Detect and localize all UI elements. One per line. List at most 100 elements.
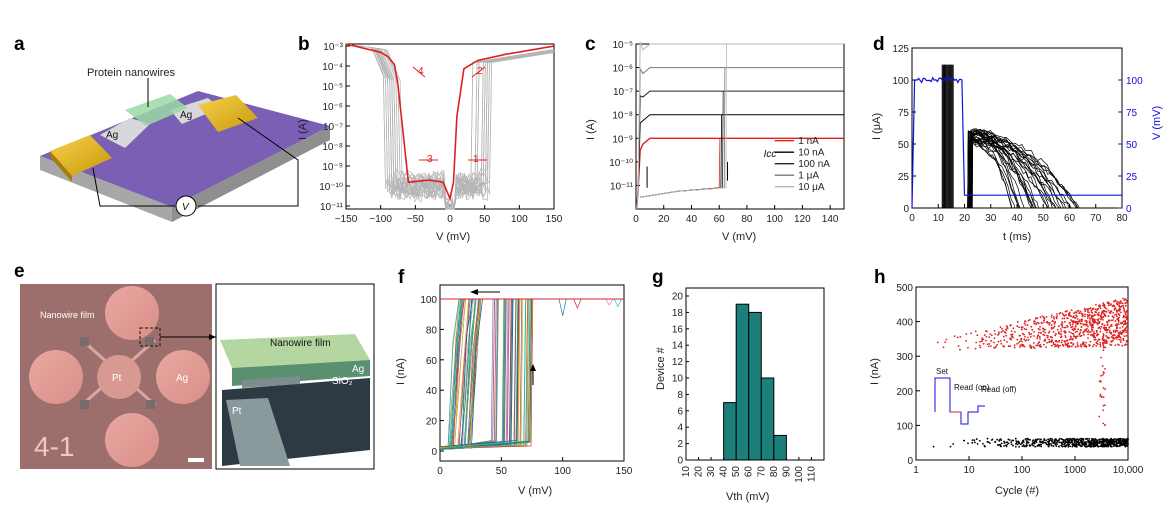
off-state-point [973,439,976,442]
on-state-point [1087,333,1090,336]
off-state-point [1032,444,1035,447]
off-state-point [1107,439,1110,442]
on-state-point [1097,307,1100,310]
current-trace [968,140,1072,209]
on-state-point [1123,310,1126,313]
on-state-point [1052,315,1055,318]
off-state-point [1074,444,1077,447]
on-state-point [1082,343,1084,346]
on-state-point [1103,312,1105,315]
on-state-point [1004,332,1007,334]
off-state-point [1060,438,1063,440]
glitch-spike [613,298,622,308]
on-state-point [957,345,960,347]
on-state-point [1037,327,1040,330]
on-state-point [1125,310,1128,313]
cycle-curve [345,43,555,210]
on-state-point [1115,337,1118,340]
on-state-point [1052,331,1055,333]
xtick-h: 1 [913,465,919,476]
off-state-point [1014,437,1017,440]
xtick-c: 40 [686,214,698,225]
ytick-d: 125 [892,44,909,55]
on-state-point [1096,334,1099,337]
current-trace [970,136,1013,209]
panel-b: b −150 −100 −50 0 50 100 150 10⁻³ 10⁻⁴ 10⁻⁵ 10⁻⁶ 10… [297,34,563,243]
on-state-point [1054,320,1057,323]
xtick-c: 60 [714,214,726,225]
ytick-f: 20 [426,417,438,428]
on-state-point [1083,329,1086,331]
xtick-d: 50 [1038,213,1050,224]
on-state-point [1099,330,1102,333]
on-state-point [1054,345,1056,348]
on-state-point [1002,329,1004,332]
on-state-point [1095,341,1098,344]
on-state-point [1090,334,1093,336]
on-state-point [1111,305,1114,308]
ytick-h: 300 [896,352,913,363]
on-state-point [1102,309,1105,312]
on-state-point [1012,336,1015,339]
off-state-point [1005,441,1008,444]
on-state-point [1030,333,1033,335]
off-state-point [1010,441,1013,443]
on-state-point [1080,343,1082,346]
on-state-point [970,332,972,335]
glitch-spike [605,298,614,306]
off-state-point [1039,441,1042,444]
on-state-point [1002,345,1005,347]
on-state-point [1029,335,1032,338]
off-state-point [1034,439,1037,442]
off-state-point [1091,439,1094,442]
on-state-point [1044,339,1047,342]
on-state-point [944,341,947,344]
on-state-point [1072,316,1075,319]
on-state-point [1063,321,1066,323]
off-state-point [1026,437,1029,440]
off-state-point [1114,443,1117,446]
on-state-point [1036,344,1039,347]
off-state-point [1097,445,1099,448]
panel-label-h: h [874,267,886,288]
off-state-point [1100,445,1103,448]
off-state-point [1104,440,1107,443]
xtick-d: 70 [1090,213,1102,224]
cycle-curve [345,43,555,211]
on-state-point [1089,324,1092,327]
off-state-point [1082,439,1085,441]
on-state-point [1102,334,1105,337]
on-state-point [979,346,982,349]
on-state-point [1019,346,1021,348]
off-state-point [1071,441,1073,444]
xtick-c: 0 [633,214,639,225]
off-state-point [1093,439,1096,442]
ytick-c: 10⁻¹⁰ [609,158,633,169]
reset-curve [640,138,721,198]
current-trace [969,132,1070,209]
off-state-point [1031,440,1034,442]
off-state-point [1036,444,1039,447]
ticks-h: 1 10 100 1000 10,000 0 100 200 300 400 500 [896,283,1143,476]
cycle-curve [345,43,555,210]
ytick-h: 500 [896,283,913,294]
off-state-point [1100,440,1103,443]
gold-pad-left [50,135,112,176]
on-state-point [1084,313,1086,316]
on-state-point [1112,330,1115,333]
off-state-point [1118,442,1121,445]
on-state-point [1124,321,1127,324]
cycle-curve [345,43,555,210]
xlabel-c: V (mV) [722,231,756,243]
on-state-point [1089,319,1091,321]
off-state-point [1051,438,1054,440]
ylabel-c: I (A) [585,119,597,140]
on-state-point [1110,323,1113,326]
ytick-b: 10⁻⁹ [322,162,343,173]
off-state-point [1012,444,1015,447]
pt-label: Pt [112,373,122,384]
off-state-point [1070,439,1072,442]
on-state-point [1124,312,1127,315]
legend-entry-c: 1 nA [798,136,819,147]
on-state-point [1037,342,1040,345]
